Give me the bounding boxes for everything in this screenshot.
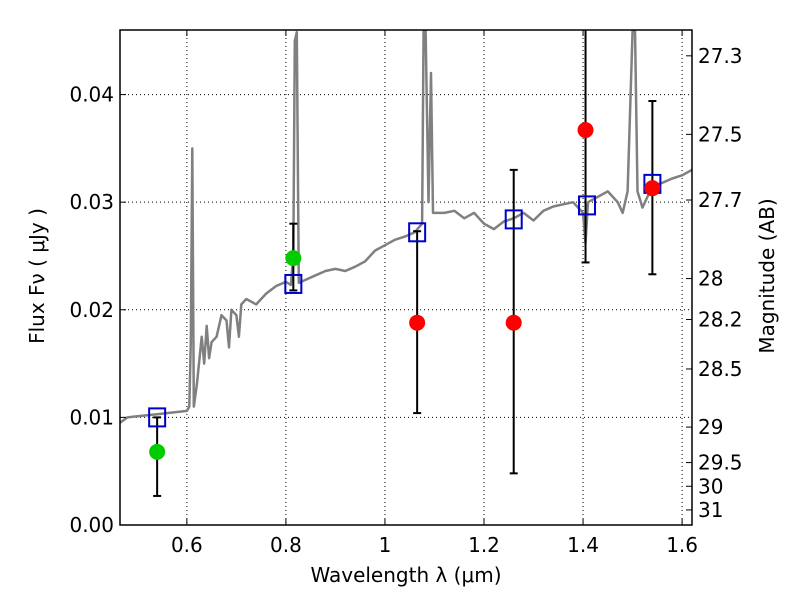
y-tick-label: 0.03 bbox=[69, 190, 114, 214]
y2-tick-label: 28.5 bbox=[698, 357, 743, 381]
y2-tick-label: 27.5 bbox=[698, 122, 743, 146]
model-photometry-square bbox=[408, 222, 427, 243]
grid-lines bbox=[120, 30, 692, 526]
y-tick-label: 0.00 bbox=[69, 513, 114, 537]
y2-tick-label: 30 bbox=[698, 474, 723, 498]
model-photometry-square bbox=[148, 407, 167, 428]
x-axis-label: Wavelength λ (μm) bbox=[310, 563, 501, 587]
y-axis-label: Flux Fν ( μJy ) bbox=[25, 208, 49, 344]
plot-frame bbox=[119, 29, 693, 526]
x-tick-label: 0.8 bbox=[270, 533, 302, 557]
y2-axis-label: Magnitude (AB) bbox=[755, 198, 779, 353]
red-data-point bbox=[409, 314, 426, 331]
plot-area bbox=[120, 30, 692, 497]
green-data-point bbox=[285, 250, 302, 267]
red-data-point bbox=[505, 314, 522, 331]
red-data-point bbox=[644, 180, 661, 197]
y2-tick-label: 28 bbox=[698, 267, 723, 291]
y-tick-label: 0.04 bbox=[69, 83, 114, 107]
spectrum-line bbox=[120, 30, 692, 424]
y-tick-label: 0.02 bbox=[69, 298, 114, 322]
x-tick-label: 1.6 bbox=[666, 533, 698, 557]
model-photometry-square bbox=[504, 209, 523, 230]
y2-tick-label: 27.7 bbox=[698, 188, 743, 212]
x-tick-label: 1 bbox=[379, 533, 392, 557]
axes: 0.6 0.8 1 1.2 1.4 1.6 0.00 0.01 0.02 0.03 0.04 27.3… bbox=[69, 29, 743, 557]
y2-tick-label: 31 bbox=[698, 498, 723, 522]
y-tick-label: 0.01 bbox=[69, 405, 114, 429]
y2-tick-label: 27.3 bbox=[698, 44, 743, 68]
y2-tick-label: 29.5 bbox=[698, 451, 743, 475]
y2-tick-label: 29 bbox=[698, 415, 723, 439]
x-tick-label: 0.6 bbox=[171, 533, 203, 557]
y2-tick-label: 28.2 bbox=[698, 307, 743, 331]
x-tick-label: 1.4 bbox=[567, 533, 599, 557]
red-data-point bbox=[577, 122, 594, 139]
x-tick-label: 1.2 bbox=[468, 533, 500, 557]
green-data-point bbox=[149, 443, 166, 460]
model-photometry-square bbox=[578, 195, 597, 216]
model-photometry-square bbox=[284, 273, 303, 294]
